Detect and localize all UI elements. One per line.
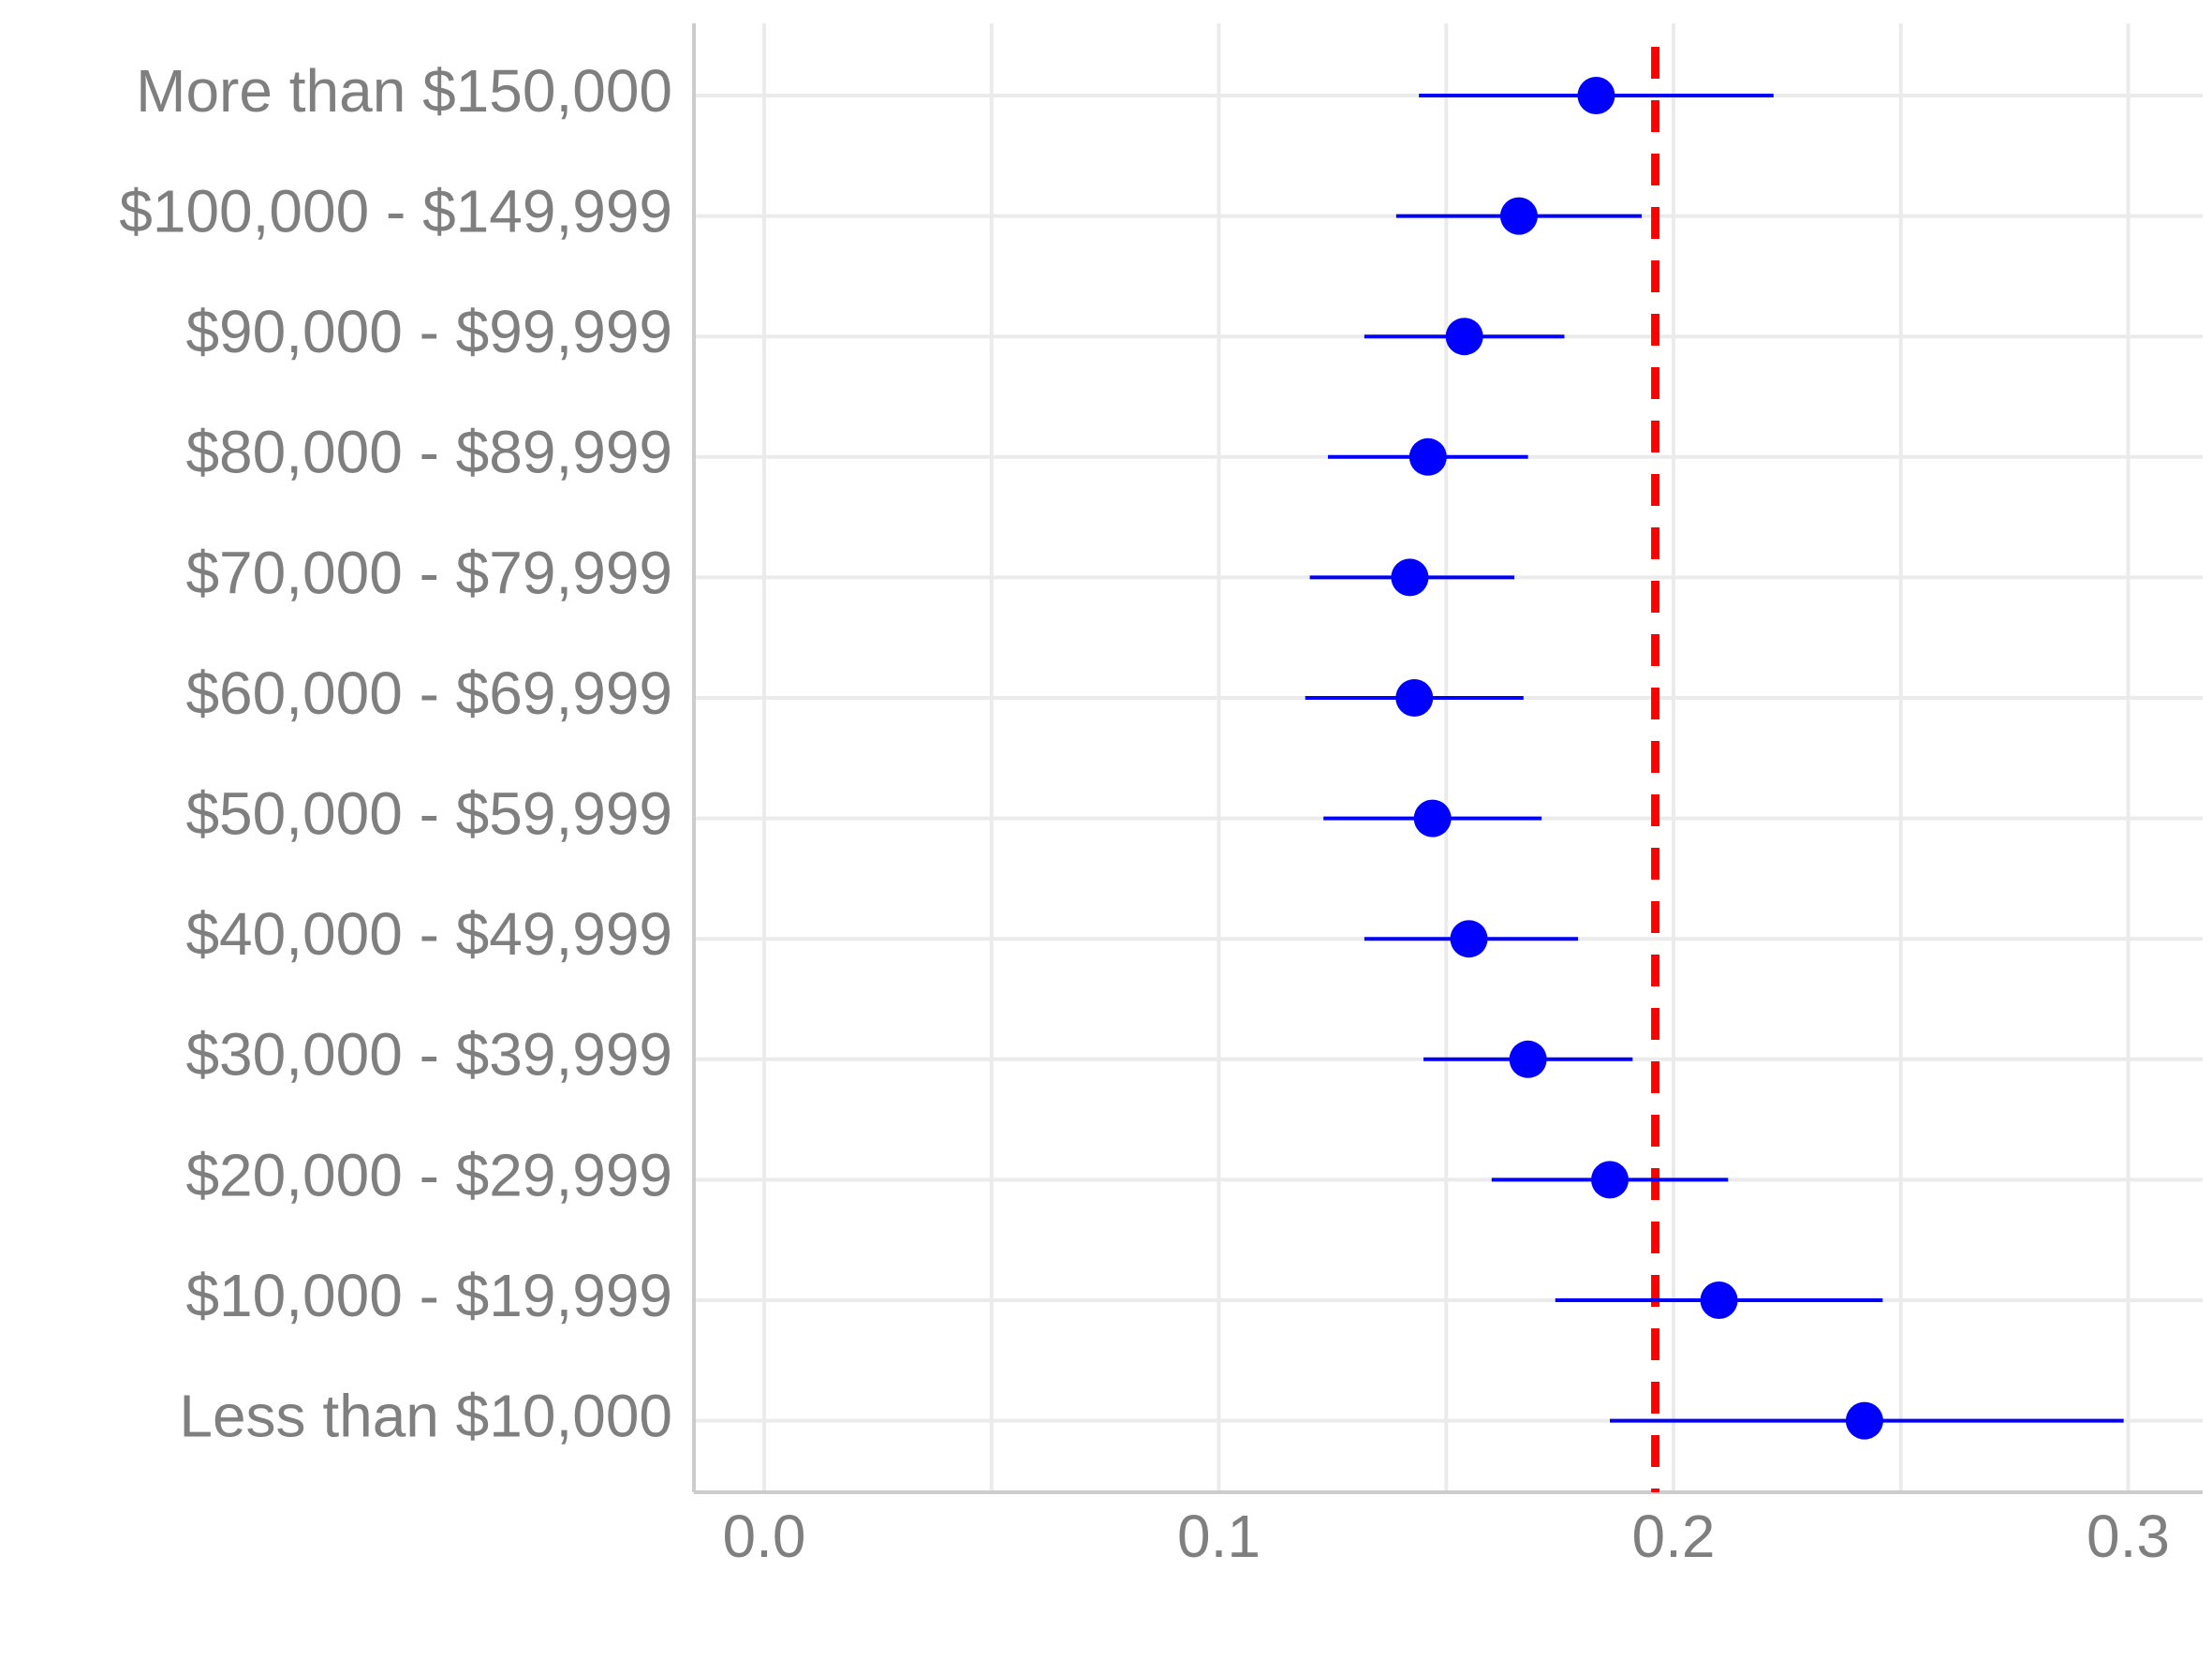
error-bars	[1305, 94, 2124, 1423]
y-tick-label: $100,000 - $149,999	[119, 178, 672, 245]
y-tick-label: $20,000 - $29,999	[185, 1141, 672, 1208]
estimate-point	[1845, 1401, 1883, 1440]
y-tick-label: $90,000 - $99,999	[185, 298, 672, 365]
y-tick-label: $30,000 - $39,999	[185, 1021, 672, 1089]
estimate-point	[1395, 679, 1434, 717]
estimate-point	[1700, 1281, 1738, 1319]
x-tick-label: 0.1	[1177, 1503, 1261, 1570]
y-tick-label: $70,000 - $79,999	[185, 539, 672, 606]
y-tick-label: More than $150,000	[136, 57, 672, 125]
estimate-point	[1591, 1161, 1630, 1199]
x-tick-labels: 0.0 0.1 0.2 0.3	[723, 1503, 2170, 1570]
estimate-point	[1445, 318, 1483, 356]
grid-lines	[694, 23, 2203, 1492]
y-tick-label: Less than $10,000	[179, 1383, 672, 1450]
x-tick-label: 0.0	[723, 1503, 806, 1570]
estimate-point	[1577, 77, 1615, 114]
y-tick-labels: More than $150,000 $100,000 - $149,999 $90…	[119, 57, 672, 1450]
y-tick-label: $50,000 - $59,999	[185, 780, 672, 848]
estimate-points	[1391, 77, 1883, 1440]
y-tick-label: $60,000 - $69,999	[185, 659, 672, 727]
estimate-point	[1509, 1040, 1547, 1078]
y-tick-label: $80,000 - $89,999	[185, 419, 672, 486]
y-tick-label: $10,000 - $19,999	[185, 1262, 672, 1329]
axes	[692, 23, 2203, 1494]
x-tick-label: 0.3	[2087, 1503, 2170, 1570]
estimate-point	[1450, 920, 1488, 958]
x-tick-label: 0.2	[1632, 1503, 1716, 1570]
estimate-point	[1413, 799, 1452, 837]
estimate-point	[1391, 558, 1429, 597]
estimate-point	[1408, 437, 1447, 476]
estimate-point	[1499, 197, 1538, 235]
y-tick-label: $40,000 - $49,999	[185, 900, 672, 968]
